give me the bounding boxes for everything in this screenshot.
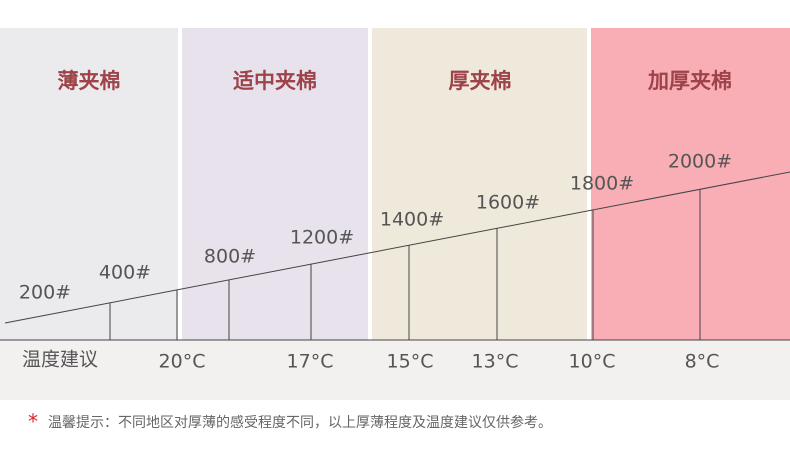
temperature-value: 13°C [472, 351, 519, 373]
weight-label: 1800# [570, 173, 634, 195]
markers: 200# 400# 800# 1200# 1400# 1600# 1800# 2000# 20°… [19, 151, 732, 373]
column-header: 厚夹棉 [449, 69, 512, 93]
weight-label: 400# [99, 262, 151, 284]
temperature-value: 17°C [287, 351, 334, 373]
weight-label: 1600# [476, 192, 540, 214]
footnote-mark: * [28, 410, 38, 434]
column-bg [591, 28, 790, 340]
temperature-label: 温度建议 [22, 349, 98, 371]
weight-label: 200# [19, 282, 71, 304]
weight-label: 2000# [668, 151, 732, 173]
temperature-value: 15°C [387, 351, 434, 373]
column-header: 适中夹棉 [233, 69, 317, 93]
temperature-strip [0, 340, 790, 400]
temperature-value: 8°C [685, 351, 720, 373]
temperature-value: 10°C [569, 351, 616, 373]
temperature-value: 20°C [159, 351, 206, 373]
trend-line [4, 171, 790, 324]
column-bg [182, 28, 368, 340]
column-bg [372, 28, 587, 340]
weight-label: 1400# [380, 209, 444, 231]
column-bg [0, 28, 178, 340]
column-header: 薄夹棉 [58, 69, 121, 93]
weight-label: 1200# [290, 227, 354, 249]
weight-label: 800# [204, 246, 256, 268]
column-header: 加厚夹棉 [647, 69, 732, 93]
footnote: 温馨提示：不同地区对厚薄的感受程度不同，以上厚薄程度及温度建议仅供参考。 [48, 414, 552, 431]
